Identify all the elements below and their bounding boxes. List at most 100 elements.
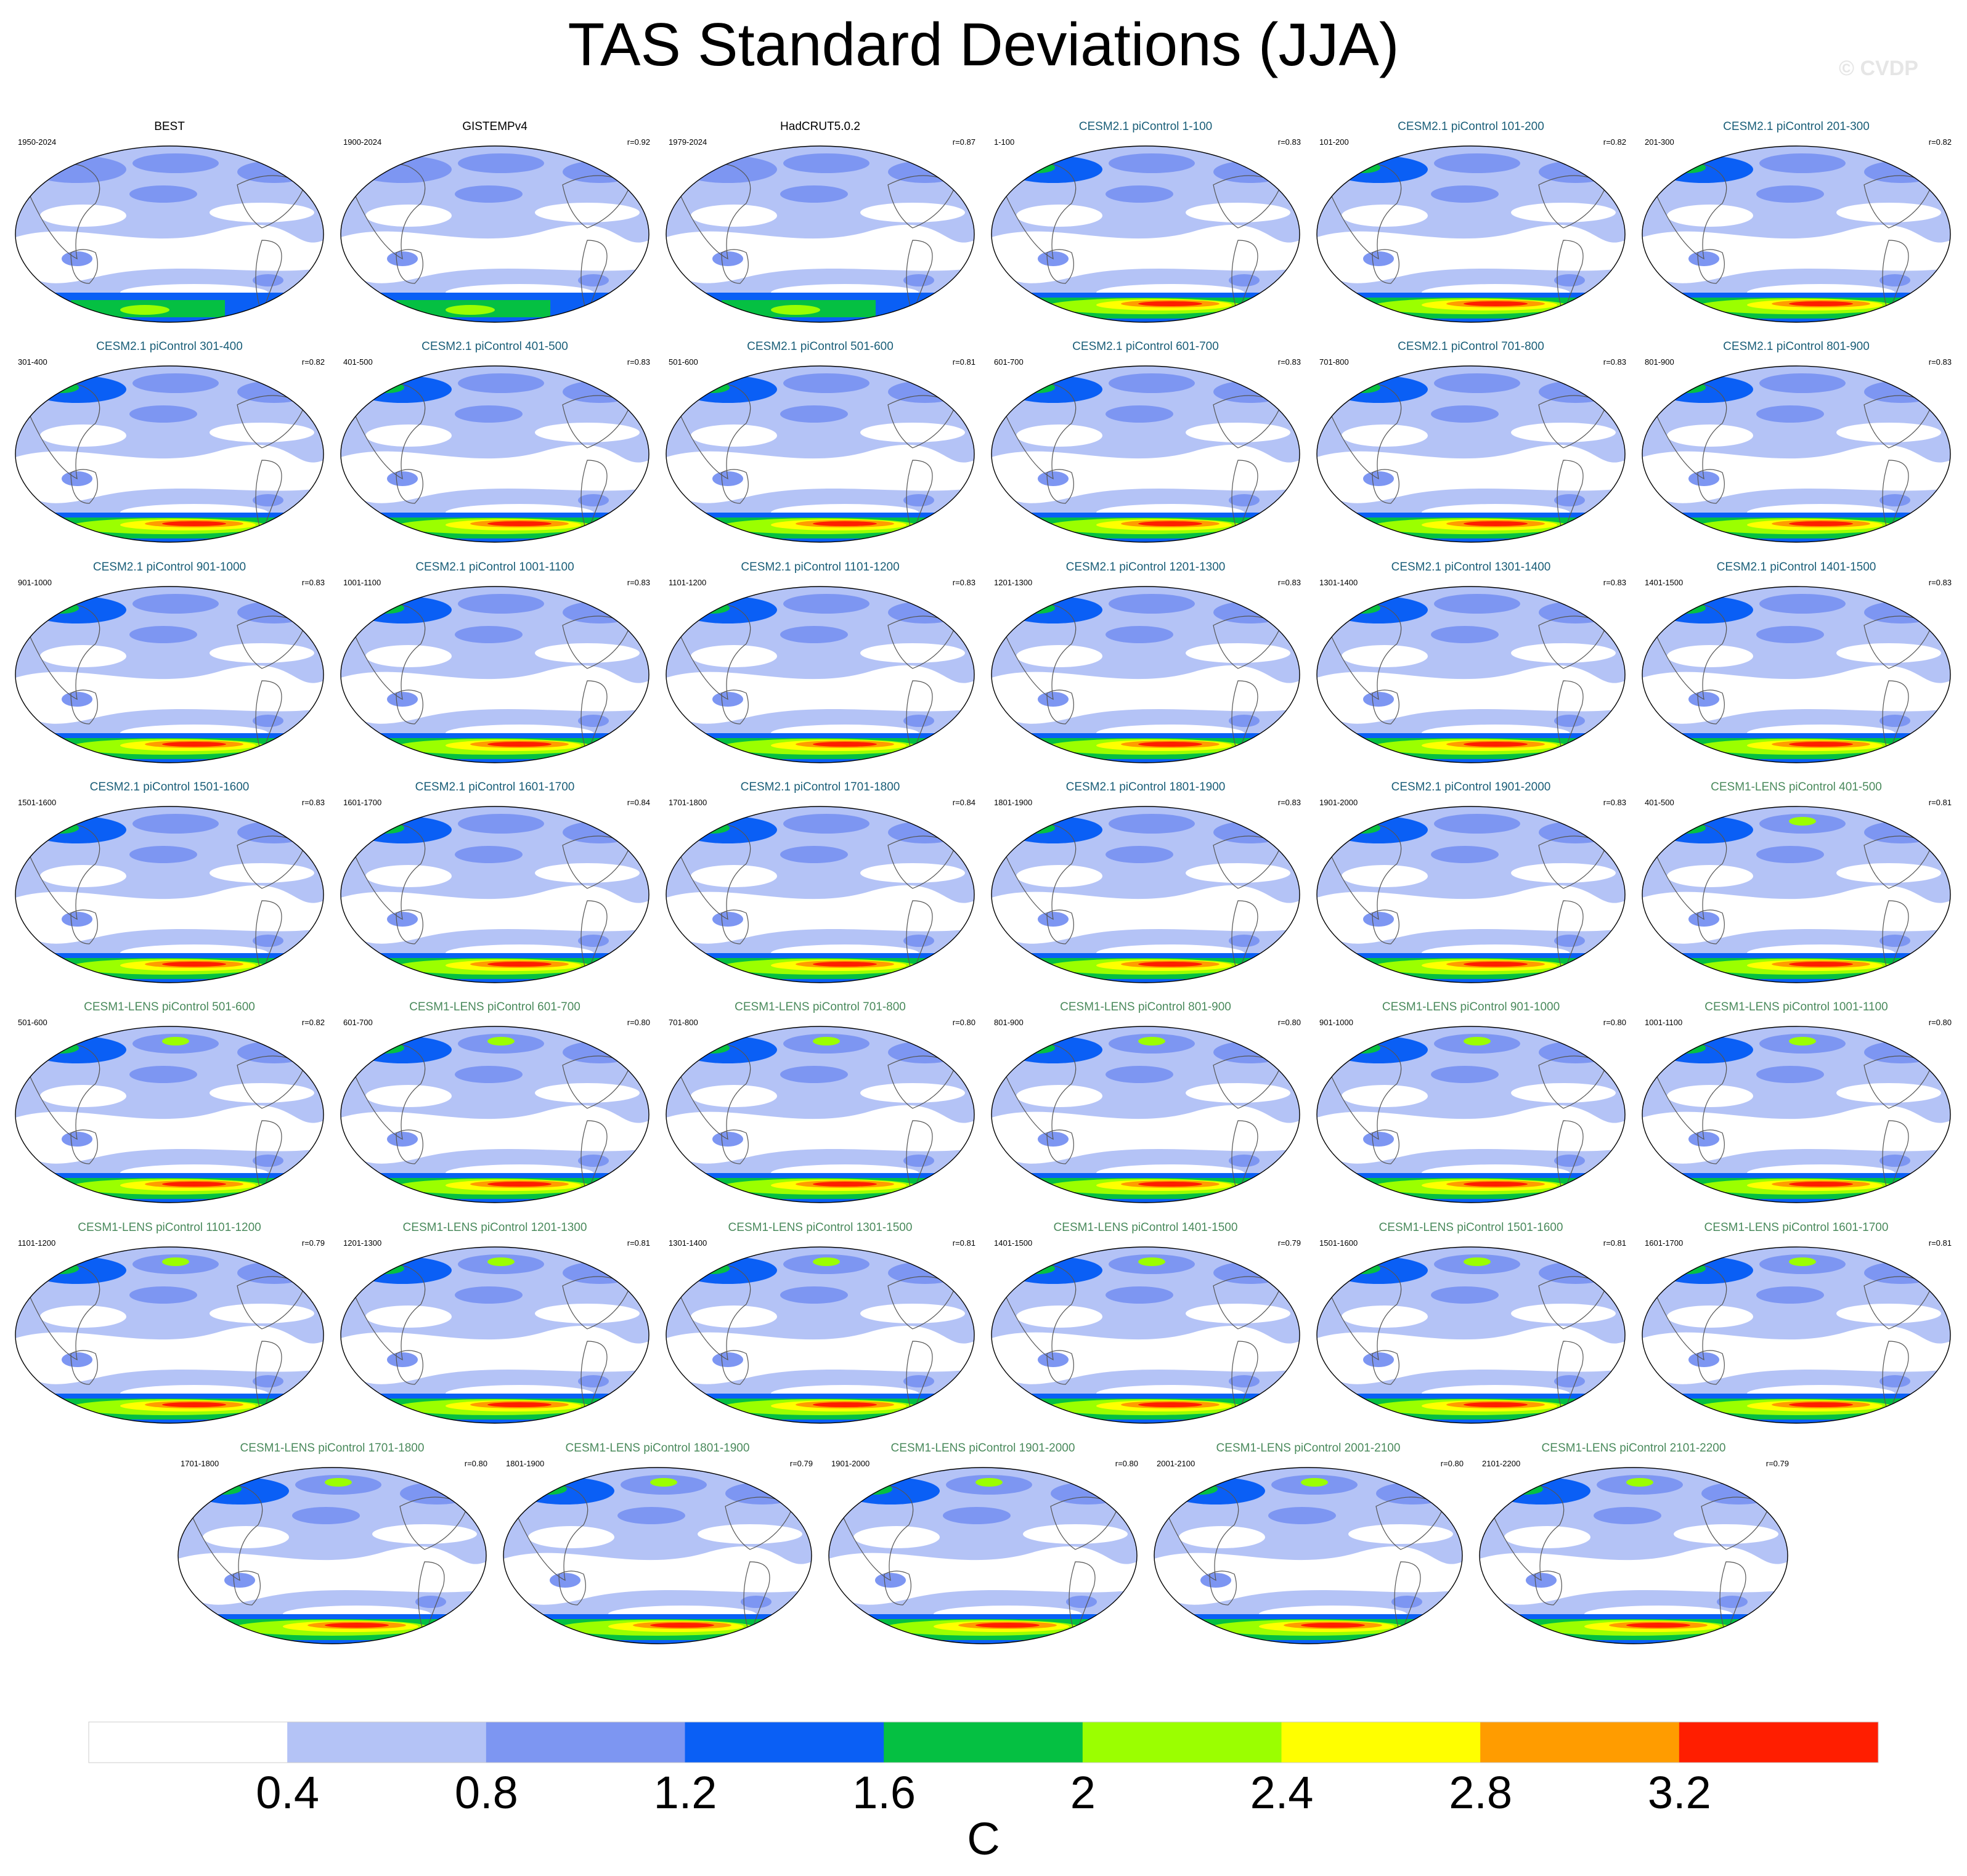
- antarctic-core: [1138, 1182, 1202, 1187]
- antarctic-core: [1464, 962, 1528, 967]
- continent-outline: [1697, 1129, 1725, 1164]
- continent-outline: [1863, 175, 1932, 229]
- map-panel: CESM2.1 piControl 1201-1300 1201-1300 r=0.…: [985, 561, 1306, 776]
- high-variability-patch: [1434, 153, 1520, 173]
- map-plot: [15, 365, 324, 543]
- low-variability-band: [1642, 885, 1950, 944]
- panel-period: 1401-1500: [1645, 578, 1684, 587]
- high-variability-patch: [1109, 594, 1195, 614]
- map-plot: [15, 1246, 324, 1424]
- panel-period: 1979-2024: [669, 137, 707, 147]
- continent-outline: [1882, 1120, 1909, 1196]
- continent-outline: [1863, 615, 1932, 669]
- panel-period: 701-800: [1319, 357, 1349, 367]
- map-plot: [340, 1246, 650, 1424]
- continent-outline: [1213, 1276, 1282, 1330]
- high-variability-patch: [725, 1482, 799, 1504]
- panel-period: 801-900: [1645, 357, 1674, 367]
- continent-outline: [580, 900, 608, 976]
- low-variability-patch: [1836, 1304, 1941, 1323]
- high-variability-patch: [129, 405, 197, 423]
- low-variability-patch: [1511, 643, 1616, 663]
- panel-title: CESM2.1 piControl 1-100: [1078, 120, 1213, 133]
- continent-outline: [1538, 395, 1607, 449]
- low-variability-patch: [535, 423, 640, 442]
- panel-pattern-correlation: r=0.83: [1277, 578, 1301, 587]
- panel-period: 1701-1800: [669, 798, 707, 807]
- high-variability-patch: [975, 1478, 1003, 1487]
- high-variability-patch: [1138, 1257, 1165, 1266]
- low-variability-patch: [1348, 1524, 1453, 1544]
- high-variability-patch: [1554, 1155, 1585, 1167]
- panel-pattern-correlation: r=0.80: [1603, 1018, 1626, 1027]
- panel-period: 1801-1900: [994, 798, 1033, 807]
- continent-outline: [1213, 835, 1282, 889]
- panel-title: CESM2.1 piControl 1601-1700: [415, 781, 575, 794]
- high-variability-patch: [1879, 715, 1910, 727]
- high-variability-patch: [888, 381, 962, 403]
- antarctic-core: [813, 742, 877, 747]
- map-plot: [666, 365, 975, 543]
- antarctic-core: [813, 1182, 877, 1187]
- continent-outline: [1882, 460, 1909, 535]
- map-panel: CESM1-LENS piControl 1501-1600 1501-1600 r…: [1311, 1221, 1631, 1437]
- colorbar: [88, 1721, 1879, 1763]
- panel-title: HadCRUT5.0.2: [780, 120, 860, 133]
- map-panel: CESM1-LENS piControl 1901-2000 1901-2000 r…: [823, 1442, 1143, 1657]
- panel-pattern-correlation: r=0.80: [627, 1018, 650, 1027]
- panel-title: CESM1-LENS piControl 901-1000: [1382, 1001, 1560, 1013]
- antarctic-core: [1464, 742, 1528, 747]
- panel-period: 701-800: [669, 1018, 698, 1027]
- high-variability-patch: [813, 1037, 840, 1046]
- high-variability-patch: [1106, 846, 1173, 863]
- low-variability-patch: [40, 424, 126, 447]
- high-variability-patch: [563, 821, 637, 843]
- panel-period: 901-1000: [1319, 1018, 1353, 1027]
- high-variability-patch: [1106, 1286, 1173, 1304]
- continent-outline: [1046, 909, 1074, 944]
- low-variability-patch: [1186, 863, 1290, 883]
- high-variability-patch: [1864, 161, 1938, 183]
- high-variability-patch: [1756, 1286, 1824, 1304]
- low-variability-patch: [1016, 645, 1102, 667]
- antarctic-core: [1789, 742, 1853, 747]
- continent-outline: [1375, 1496, 1444, 1550]
- low-variability-patch: [1179, 1526, 1265, 1548]
- antarctic-core: [1789, 1402, 1853, 1407]
- continent-outline: [237, 1055, 306, 1109]
- map-plot: [1316, 806, 1626, 983]
- low-variability-band: [1642, 225, 1950, 283]
- low-variability-patch: [1023, 1524, 1128, 1544]
- antarctic-core: [487, 1402, 552, 1407]
- high-variability-patch: [903, 715, 934, 727]
- low-variability-band: [1480, 1546, 1788, 1605]
- high-variability-patch: [253, 715, 283, 727]
- high-variability-patch: [780, 1066, 848, 1083]
- continent-outline: [1372, 689, 1399, 725]
- high-variability-patch: [1879, 1375, 1910, 1387]
- panel-pattern-correlation: r=0.79: [1277, 1238, 1301, 1248]
- continent-outline: [887, 395, 956, 449]
- antarctic-core: [1138, 301, 1202, 306]
- high-variability-patch: [780, 626, 848, 643]
- high-variability-patch: [253, 935, 283, 947]
- continent-outline: [1213, 175, 1282, 229]
- panel-period: 401-500: [1645, 798, 1674, 807]
- high-variability-patch: [455, 1066, 523, 1083]
- antarctic-core: [1464, 1402, 1528, 1407]
- panel-title: CESM1-LENS piControl 1401-1500: [1053, 1221, 1238, 1234]
- low-variability-patch: [210, 643, 314, 663]
- high-variability-patch: [1756, 846, 1824, 863]
- high-variability-patch: [1431, 185, 1499, 203]
- map-panel: CESM1-LENS piControl 2001-2100 2001-2100 r…: [1148, 1442, 1468, 1657]
- low-variability-patch: [365, 1085, 452, 1107]
- antarctic-core: [162, 742, 226, 747]
- low-variability-patch: [1836, 643, 1941, 663]
- continent-outline: [396, 249, 423, 284]
- high-variability-patch: [1464, 1037, 1491, 1046]
- low-variability-patch: [860, 203, 965, 222]
- map-plot: [1316, 586, 1626, 763]
- continent-outline: [580, 240, 608, 315]
- map-panel: CESM1-LENS piControl 1401-1500 1401-1500 r…: [985, 1221, 1306, 1437]
- colorbar-tick-label: 2.4: [1250, 1767, 1314, 1818]
